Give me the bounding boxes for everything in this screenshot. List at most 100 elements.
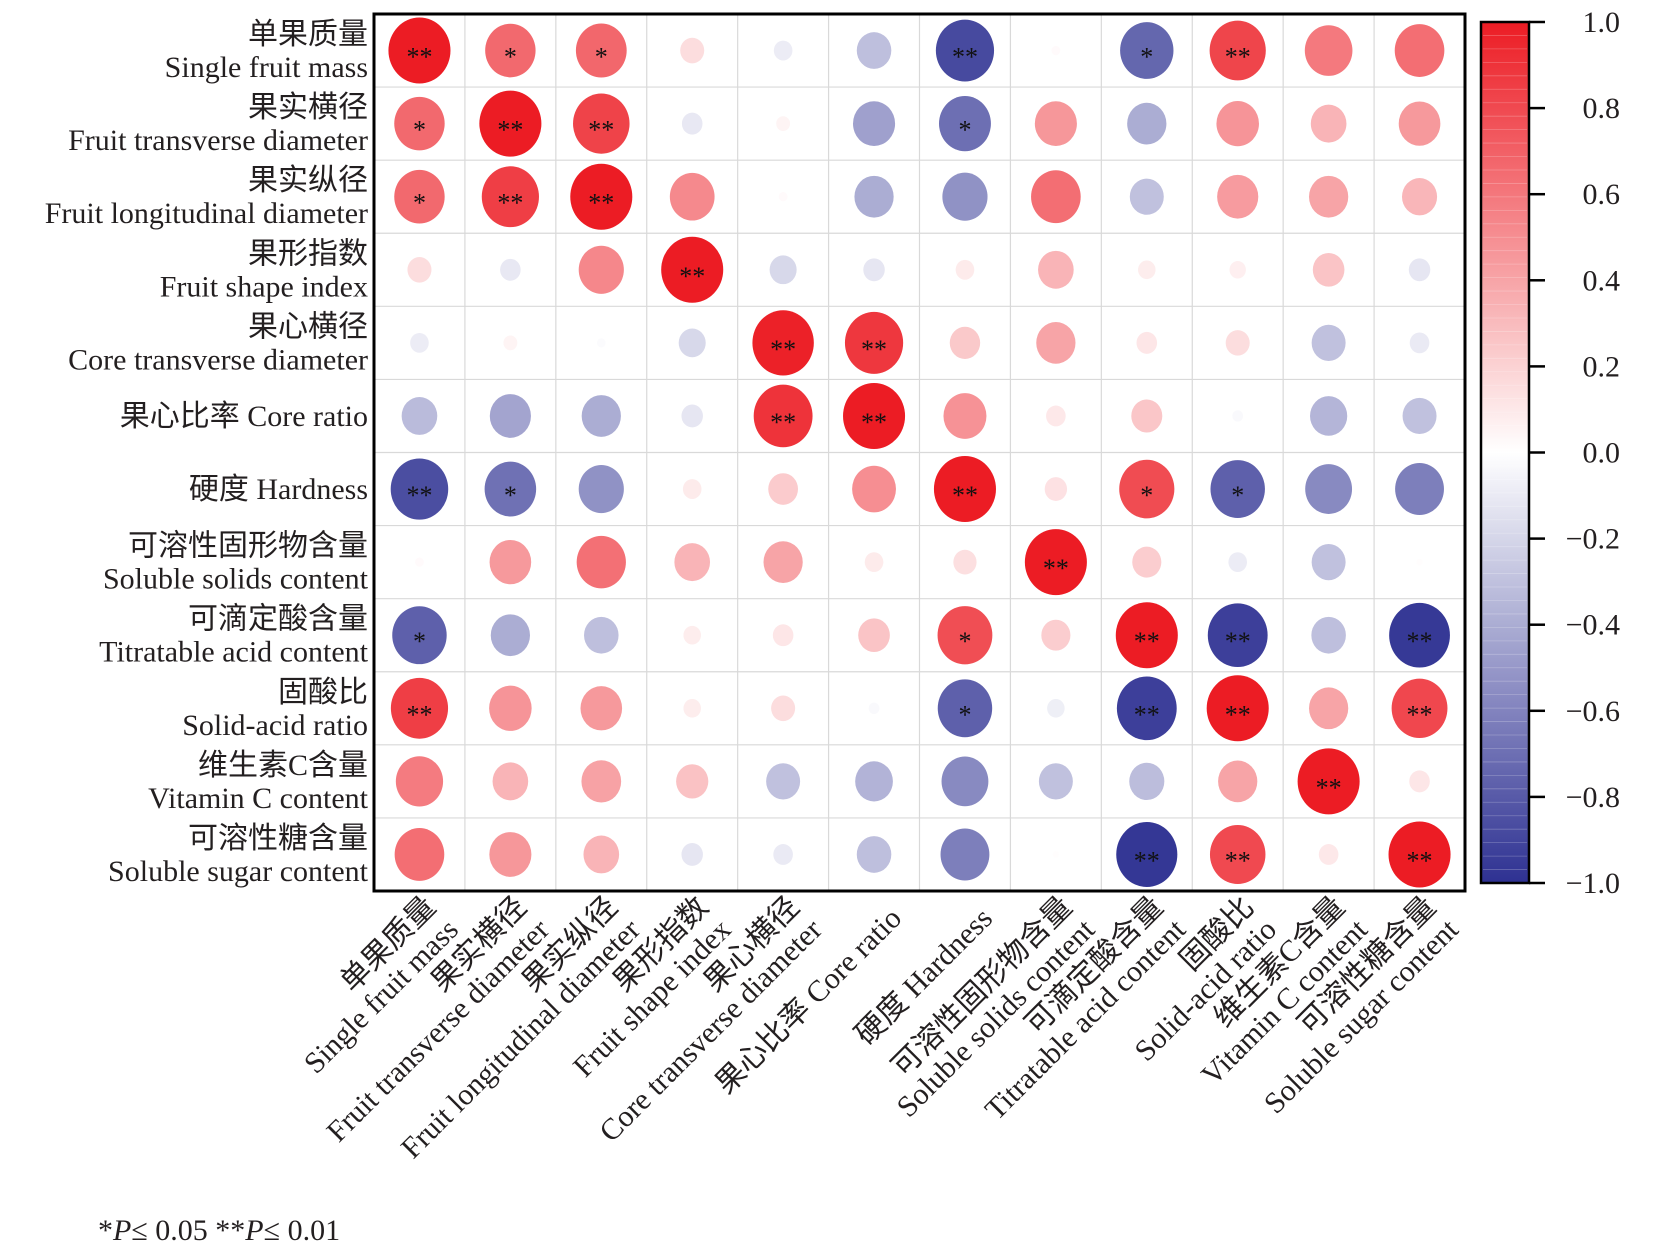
significance-marker: * [413,627,426,656]
correlation-circle [1132,546,1162,578]
correlation-circle [933,456,996,523]
colorbar-tick-label: −1.0 [1566,867,1620,900]
significance-marker: ** [1134,627,1160,656]
correlation-circle [1408,258,1431,282]
significance-marker: ** [1134,846,1160,875]
correlation-circle [1119,459,1175,519]
significance-marker: ** [1225,627,1251,656]
correlation-circle [863,258,885,282]
correlation-circle [855,761,893,802]
row-label-line: 维生素C含量 [198,749,368,782]
correlation-circle [1409,770,1430,793]
significance-marker: ** [588,116,614,145]
significance-marker: ** [679,262,705,291]
row-label-line: 果形指数 [248,237,368,270]
correlation-circle [766,763,801,800]
row-label-line: 果心比率 Core ratio [120,400,368,433]
colorbar-tick-label: 0.8 [1583,92,1621,125]
correlation-circle [392,606,447,665]
significance-marker: * [504,481,517,510]
significance-marker: * [958,116,971,145]
correlation-circle [940,828,990,881]
significance-marker: * [413,189,426,218]
footnote-part: ≤ 0.01 [264,1214,340,1247]
correlation-circle [683,698,701,718]
correlation-circle [484,461,537,517]
correlation-circle [401,397,438,435]
correlation-circle [1207,603,1268,668]
significance-marker: * [958,700,971,729]
correlation-circle [410,332,429,353]
row-label-line: Core transverse diameter [68,343,368,376]
correlation-circle [1401,178,1438,216]
correlation-circle [573,93,630,154]
row-label-line: 可滴定酸含量 [188,603,368,636]
correlation-circle [1034,101,1077,147]
correlation-circle [674,543,711,582]
row-label-line: Fruit longitudinal diameter [45,197,368,230]
correlation-circle [1309,687,1349,730]
correlation-circle [676,764,709,799]
correlation-circle [852,465,896,513]
correlation-circle [752,310,814,376]
row-label-line: Fruit transverse diameter [68,124,368,157]
significance-marker: ** [1407,700,1433,729]
correlation-circle [1120,22,1174,79]
correlation-circle [776,116,791,132]
correlation-circle [943,393,987,439]
correlation-circle [681,843,703,866]
correlation-circle [773,40,793,61]
correlation-circle [490,614,530,657]
correlation-circle [584,616,619,654]
correlation-circle [1304,25,1353,76]
correlation-cells: ** * * ** * *** ** ** ** ** ****** **** **** * ** * ****… [388,17,1451,888]
row-label-line: 单果质量 [248,18,368,51]
correlation-circle [481,166,539,228]
colorbar-tick-label: −0.6 [1566,695,1620,728]
correlation-circle [942,172,988,221]
correlation-circle [864,552,884,573]
correlation-circle [1129,178,1164,215]
correlation-circle [580,686,623,731]
correlation-circle [1305,464,1353,514]
correlation-circle [678,328,706,358]
correlation-circle [941,756,989,807]
colorbar: 1.0 0.8 0.6 0.4 0.2 0.0 −0.2 −0.4 −0.6 −0.8 −1.0 [1479,6,1621,900]
row-label-line: 果心横径 [248,310,368,343]
footnote-part: P [244,1214,263,1247]
correlation-circle [858,618,890,653]
plot-frame [372,12,1467,893]
correlation-circle [1398,101,1441,146]
correlation-circle [844,311,904,374]
row-label-line: 果实横径 [248,91,368,124]
correlation-circle [394,828,445,881]
correlation-circle [1225,330,1250,356]
correlation-circle [1136,331,1158,354]
significance-marker: * [1231,481,1244,510]
correlation-circle [1232,410,1244,422]
correlation-circle [390,677,449,739]
row-label: 硬度 Hardness [189,473,368,506]
significance-marker: ** [497,189,523,218]
correlation-circle [407,257,432,283]
correlation-circle [576,535,626,589]
correlation-circle [1217,174,1259,219]
correlation-circle [1041,619,1071,651]
correlation-circle [575,23,627,78]
correlation-circle [596,338,606,348]
footnote-part: * [98,1214,113,1247]
correlation-circle [581,760,622,803]
correlation-circle [1389,602,1450,668]
correlation-circle [1409,332,1430,354]
colorbar-tick-label: −0.8 [1566,781,1620,814]
correlation-circle [1388,821,1451,888]
correlation-circle [1210,460,1265,518]
